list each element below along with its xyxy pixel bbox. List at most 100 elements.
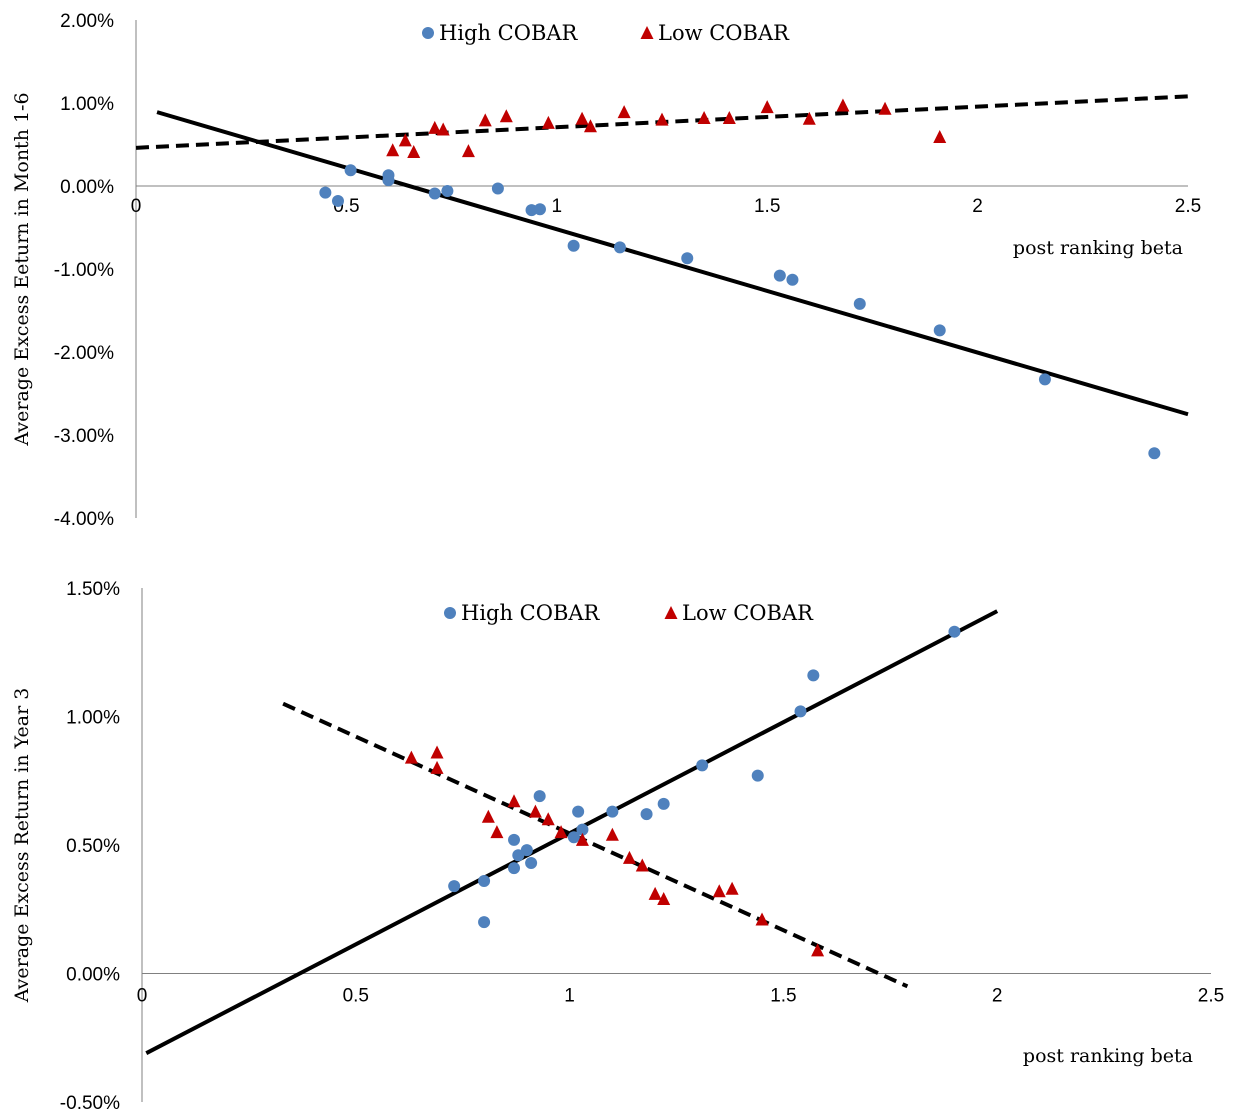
data-point [382,174,395,187]
data-point [617,105,631,119]
data-point [507,794,521,808]
data-point [428,187,441,200]
data-point [635,858,649,872]
legend-marker-triangle [664,606,678,619]
y-tick-label: -3.00% [54,426,114,447]
data-point [622,850,636,864]
y-tick-label: 2.00% [60,11,114,32]
y-tick-label: -4.00% [54,509,114,530]
y-tick-label: 1.00% [60,94,114,115]
data-point [605,827,619,841]
series-high-cobar [319,164,1161,460]
data-point [794,705,807,718]
data-point [751,769,764,782]
data-point [554,825,568,839]
data-point [572,805,585,818]
data-point [640,808,653,821]
data-point [773,269,786,282]
data-point [655,112,669,126]
data-point [491,182,504,195]
data-point [648,886,662,900]
x-tick-label: 2 [992,986,1003,1007]
data-point [508,833,521,846]
x-tick-label: 0.5 [343,986,369,1007]
chart-2: 1.50% 1.00% 0.50% 0.00% -0.50% 0 0.5 1 1.5 2 2.5 Av… [11,579,1224,1114]
x-tick-label: 0 [131,196,142,217]
data-point [575,832,589,846]
data-point [436,122,450,136]
data-point [807,669,820,682]
trendline-high-cobar [156,110,1189,417]
data-point [386,143,400,157]
data-point [933,324,946,337]
y-tick-label: 1.00% [66,708,120,729]
data-point [499,109,513,123]
data-point [541,812,555,826]
data-point [712,884,726,898]
legend-marker-triangle [640,26,654,39]
data-point [478,874,491,887]
data-point [481,809,495,823]
data-point [428,120,442,134]
data-point [811,943,825,957]
series-low-cobar [386,98,947,158]
data-point [933,130,947,144]
data-point [853,297,866,310]
data-point [697,110,711,124]
data-point [583,119,597,133]
y-tick-label: 0.50% [66,836,120,857]
x-tick-label: 2.5 [1198,986,1224,1007]
data-point [1148,447,1161,460]
legend: High COBAR Low COBAR [422,21,790,45]
data-point [575,111,589,125]
data-point [541,115,555,129]
x-tick-label: 1.5 [770,986,796,1007]
y-tick-label: 0.00% [60,177,114,198]
data-point [525,856,538,869]
y-tick-label: -0.50% [60,1093,120,1114]
data-point [836,98,850,112]
data-point [478,113,492,127]
data-point [760,100,774,114]
legend: High COBAR Low COBAR [444,601,814,625]
data-point [528,804,542,818]
data-point [725,881,739,895]
x-tick-label: 2.5 [1175,196,1201,217]
data-point [657,797,670,810]
legend-marker-circle [444,607,456,619]
data-point [755,912,769,926]
y-tick-label: -1.00% [54,260,114,281]
data-point [448,880,461,893]
data-point [478,916,491,929]
data-point [613,241,626,254]
data-point [319,186,332,199]
data-point [722,110,736,124]
data-point [533,790,546,803]
data-point [576,823,589,836]
data-point [344,164,357,177]
data-point [657,891,671,905]
data-point [948,625,961,638]
x-tick-label: 0 [137,986,148,1007]
y-tick-label: 0.00% [66,965,120,986]
legend-label: High COBAR [461,601,601,625]
data-point [567,239,580,252]
legend-label: Low COBAR [682,601,814,625]
x-tick-label: 1 [564,986,575,1007]
data-point [681,252,694,265]
data-point [508,862,521,875]
trendline-low-cobar [282,701,909,989]
x-axis-title: post ranking beta [1013,237,1183,259]
data-point [1038,373,1051,386]
legend-label: High COBAR [439,21,579,45]
data-point [802,111,816,125]
data-point [441,184,454,197]
data-point [461,144,475,158]
data-point [430,760,444,774]
y-tick-label: 1.50% [66,579,120,600]
y-axis-title: Average Excess Return in Year 3 [11,688,33,1004]
legend-label: Low COBAR [658,21,790,45]
data-point [878,101,892,115]
data-point [430,745,444,759]
series-low-cobar [404,745,825,957]
